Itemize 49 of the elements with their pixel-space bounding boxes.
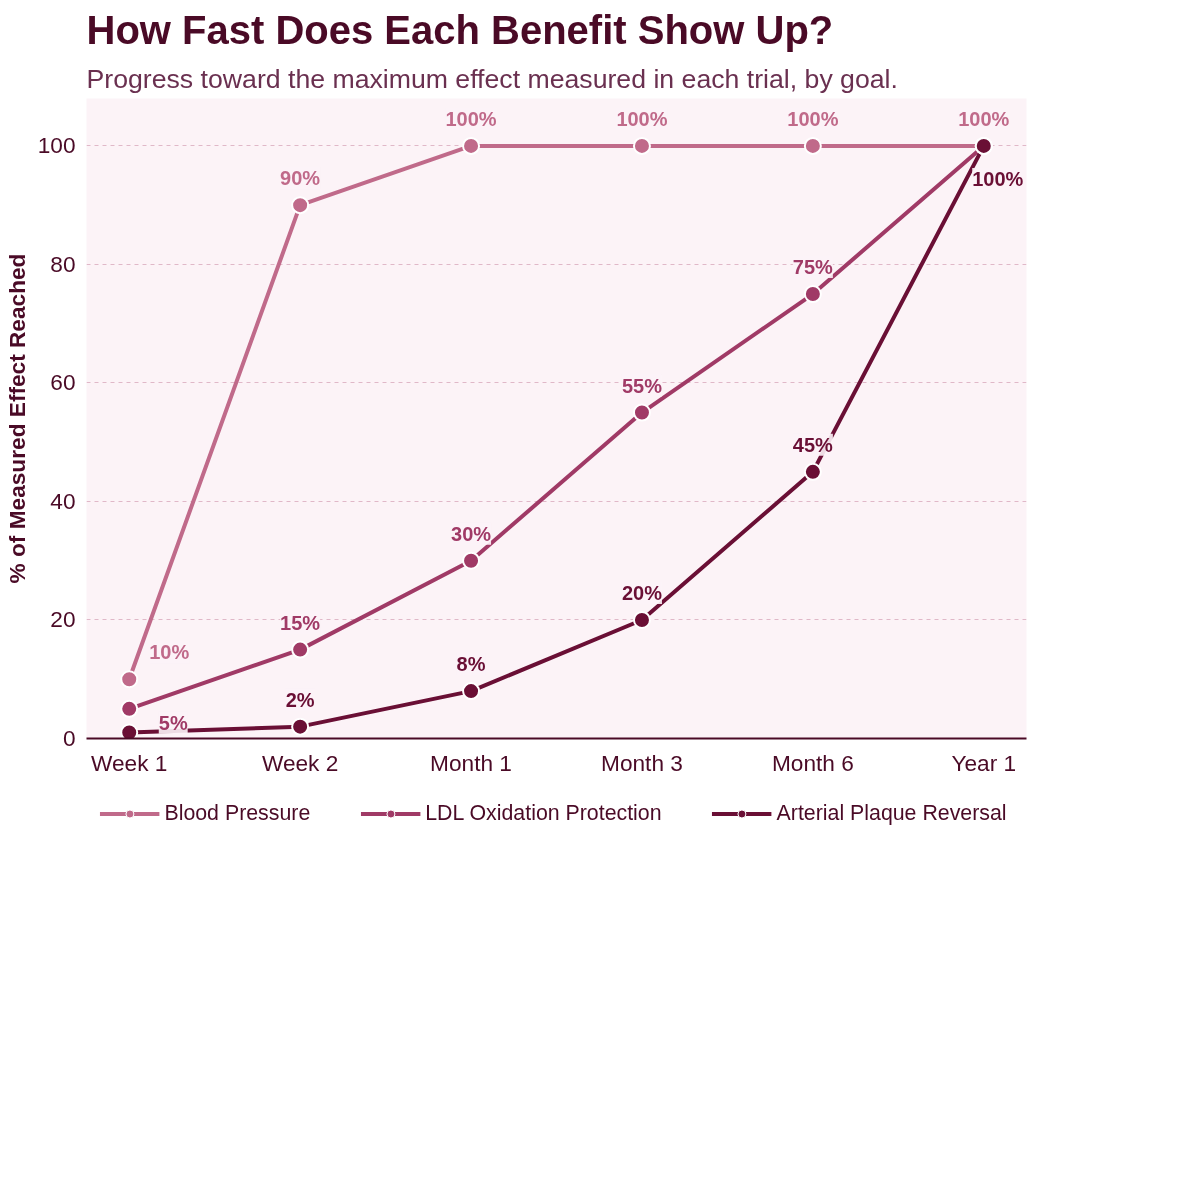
data-label: 45% xyxy=(792,433,834,456)
point xyxy=(120,723,139,739)
point xyxy=(291,717,310,736)
data-label: 15% xyxy=(280,611,321,634)
point xyxy=(803,136,822,155)
point xyxy=(462,551,481,570)
point xyxy=(291,196,310,215)
point xyxy=(803,285,822,304)
point xyxy=(632,403,651,422)
x-tick-label: Month 3 xyxy=(601,749,683,776)
y-tick-label: 20 xyxy=(50,606,76,633)
data-label: 20% xyxy=(621,581,663,604)
point xyxy=(462,136,481,155)
y-tick-label: 60 xyxy=(50,369,76,396)
y-axis-title: % of Measured Effect Reached xyxy=(3,253,30,584)
legend-label: LDL Oxidation Protection xyxy=(425,800,662,826)
x-tick-label: Week 2 xyxy=(261,749,339,776)
point xyxy=(120,699,139,718)
data-label: 100% xyxy=(445,107,497,130)
point xyxy=(120,670,139,689)
point xyxy=(291,640,310,659)
data-label: 2% xyxy=(285,688,315,711)
y-tick-label: 80 xyxy=(50,250,76,277)
data-label: 90% xyxy=(280,167,321,190)
data-label: 30% xyxy=(451,522,492,545)
data-label: 75% xyxy=(792,256,834,279)
legend-label: Blood Pressure xyxy=(164,800,311,826)
point xyxy=(632,611,651,629)
point xyxy=(462,682,481,701)
data-label: 100% xyxy=(616,107,668,130)
data-label: 100% xyxy=(958,107,1010,130)
x-tick-label: Year 1 xyxy=(951,749,1017,776)
x-tick-label: Month 6 xyxy=(771,749,854,776)
y-tick-label: 100 xyxy=(37,132,76,159)
data-label: 100% xyxy=(787,107,839,130)
point xyxy=(803,462,822,481)
chart-title: How Fast Does Each Benefit Show Up? xyxy=(86,7,834,52)
y-tick-label: 0 xyxy=(62,725,76,751)
data-label: 55% xyxy=(621,374,663,397)
data-label: 8% xyxy=(456,653,486,676)
x-tick-label: Month 1 xyxy=(430,749,512,776)
chart-subtitle: Progress toward the maximum effect measured in each trial, by goal. xyxy=(86,63,898,94)
point xyxy=(632,136,651,155)
x-tick-label: Week 1 xyxy=(91,749,168,776)
data-label: 5% xyxy=(158,711,188,734)
legend-label: Arterial Plaque Reversal xyxy=(776,800,1007,826)
data-label: 100% xyxy=(972,167,1024,190)
y-tick-label: 40 xyxy=(50,487,76,514)
data-label: 10% xyxy=(149,641,190,664)
